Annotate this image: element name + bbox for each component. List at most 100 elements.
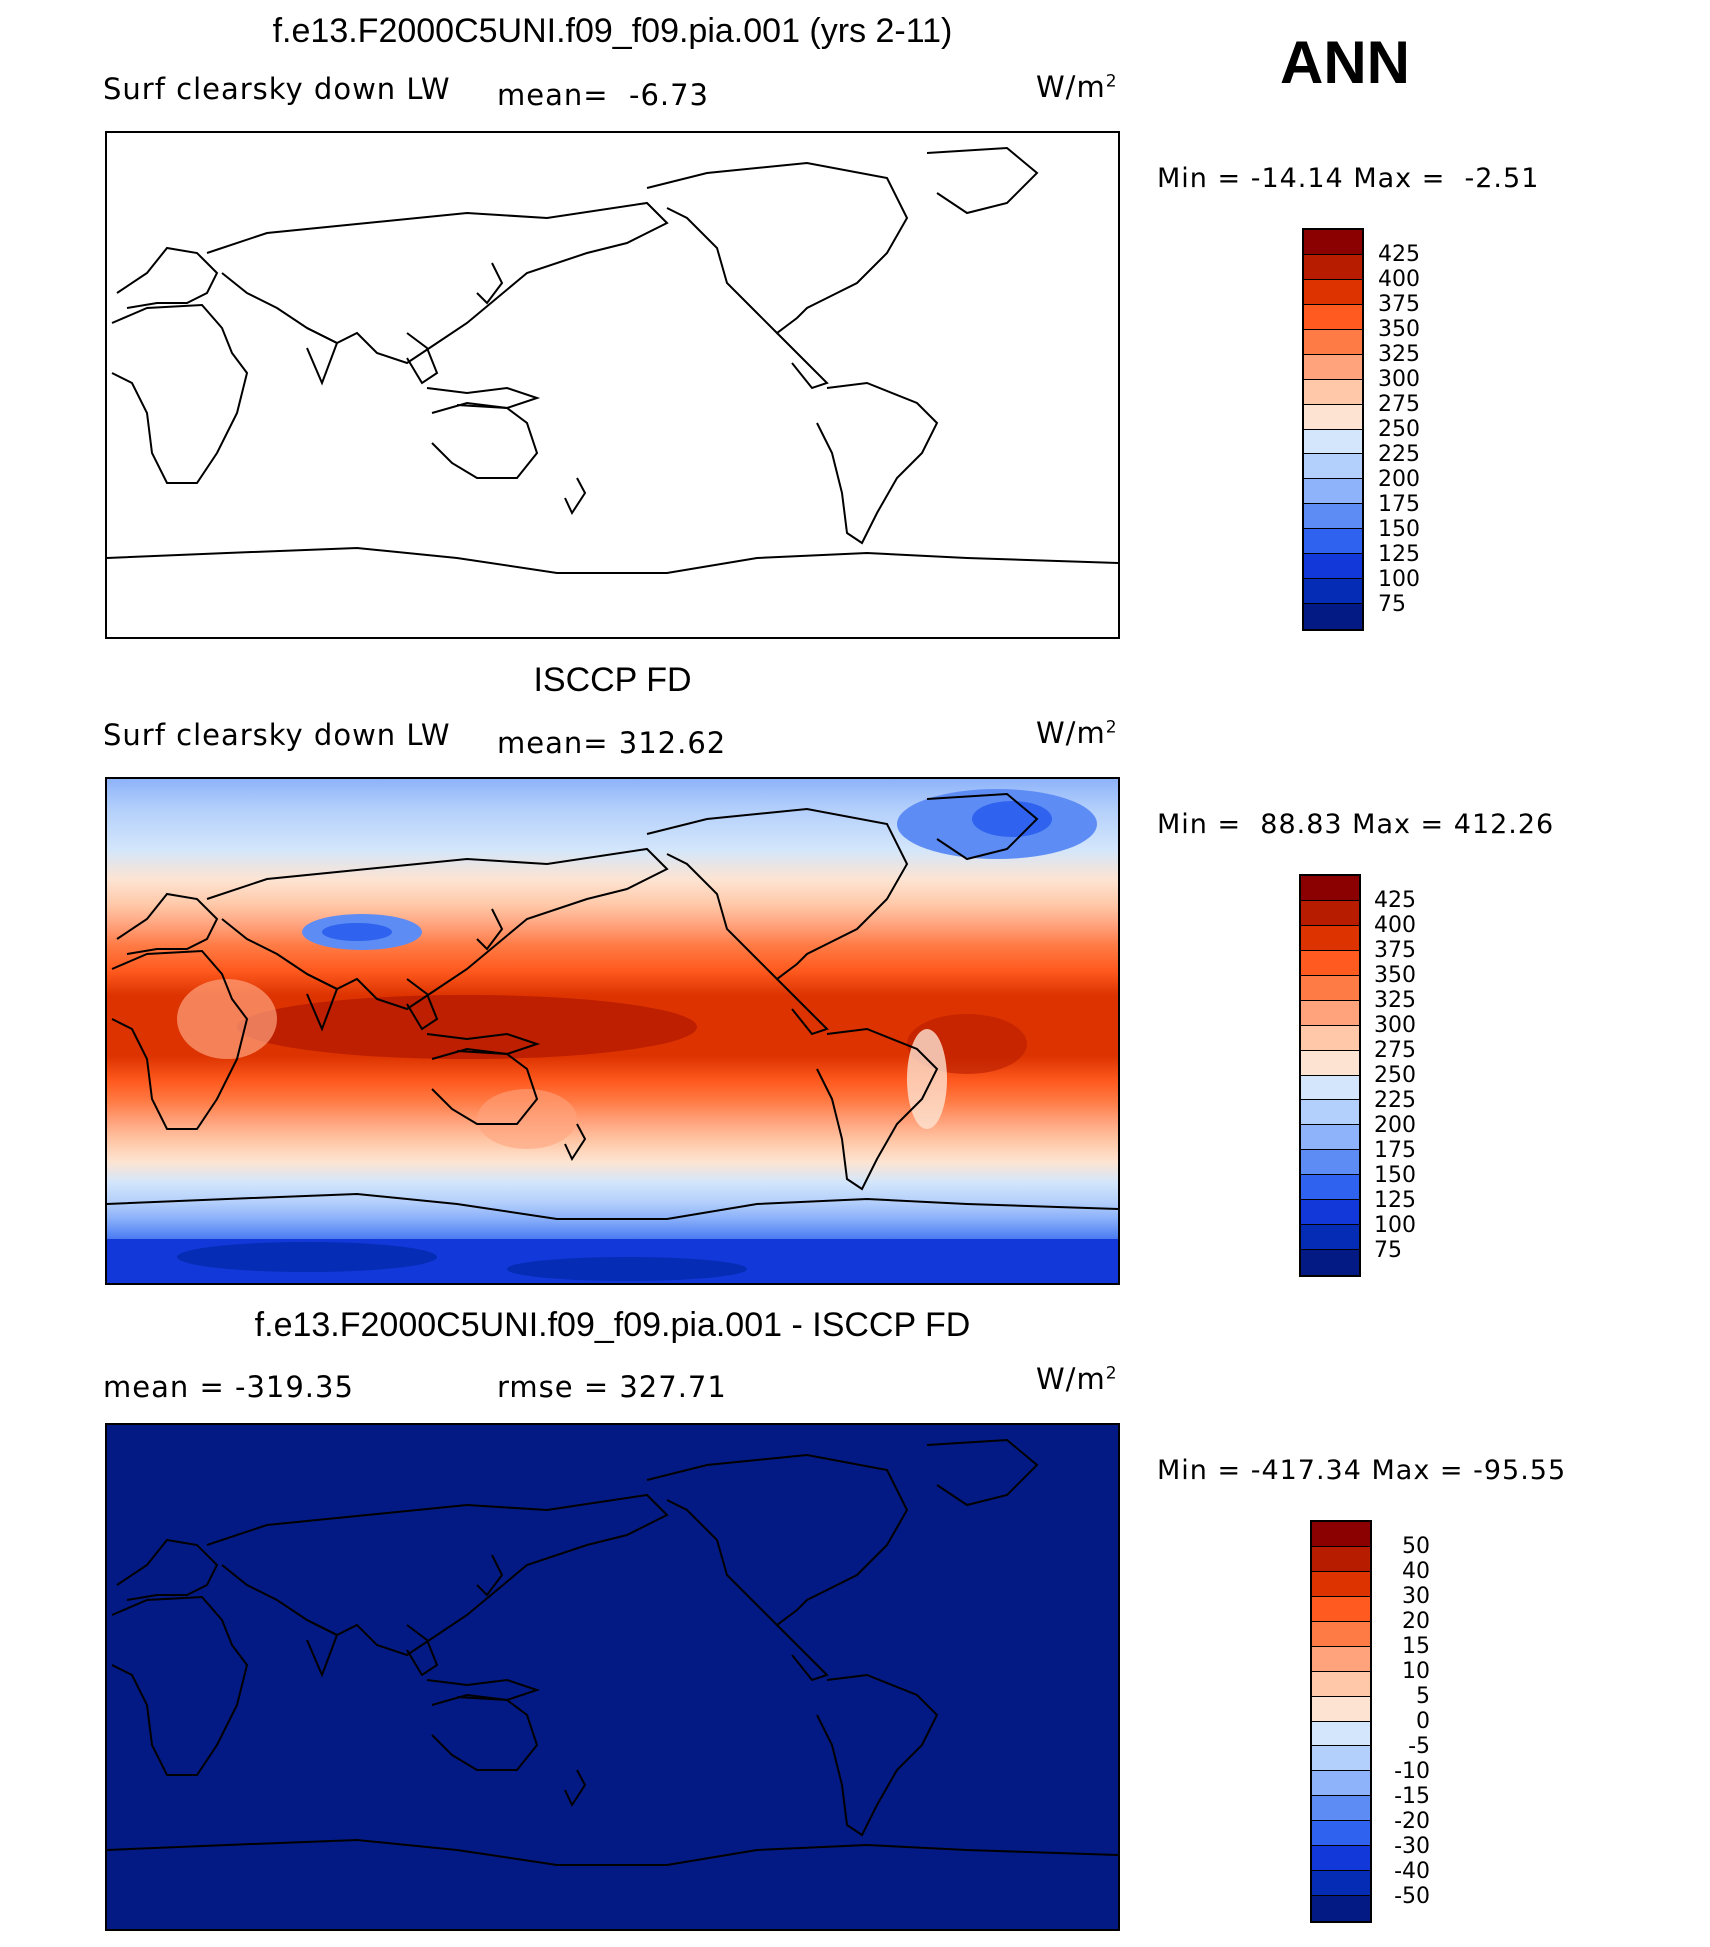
colorbar-segment	[1304, 529, 1362, 555]
coastline	[816, 1673, 939, 1837]
coastline	[406, 1624, 439, 1677]
panel1-minmax: Min = -14.14 Max = -2.51	[1157, 163, 1540, 194]
panel2-colorbar	[1299, 874, 1361, 1277]
colorbar-segment	[1312, 1596, 1370, 1622]
colorbar-segment	[1312, 1621, 1370, 1647]
colorbar-segment	[1312, 1546, 1370, 1572]
colorbar-tick-label: -10	[1394, 1759, 1430, 1784]
panel1-map-svg	[107, 133, 1118, 637]
colorbar-segment	[1312, 1771, 1370, 1797]
colorbar-segment	[1312, 1522, 1370, 1547]
colorbar-tick-label: 400	[1378, 267, 1420, 292]
panel3-rmse: rmse = 327.71	[497, 1370, 727, 1404]
colorbar-segment	[1304, 329, 1362, 355]
colorbar-tick-label: 75	[1374, 1238, 1402, 1263]
colorbar-segment	[1312, 1846, 1370, 1872]
panel2-map-svg	[107, 779, 1118, 1283]
colorbar-segment	[1304, 404, 1362, 430]
coastline	[116, 246, 219, 309]
panel2-mean: mean= 312.62	[497, 726, 727, 760]
colorbar-segment	[1304, 230, 1362, 255]
colorbar-segment	[1301, 1225, 1359, 1251]
colorbar-segment	[1301, 1100, 1359, 1126]
coastline	[476, 1554, 504, 1597]
colorbar-segment	[1312, 1796, 1370, 1822]
colorbar-segment	[1312, 1746, 1370, 1772]
colorbar-segment	[1301, 1175, 1359, 1201]
coastline	[111, 303, 249, 484]
colorbar-segment	[1304, 254, 1362, 280]
panel1-units: W/m2	[1036, 70, 1118, 104]
colorbar-segment	[1304, 504, 1362, 530]
colorbar-tick-label: 300	[1378, 367, 1420, 392]
colorbar-tick-label: -5	[1408, 1734, 1430, 1759]
coastline	[816, 381, 939, 545]
panel2-title: ISCCP FD	[533, 661, 692, 699]
colorbar-tick-label: 100	[1378, 567, 1420, 592]
colorbar-segment	[1312, 1821, 1370, 1847]
colorbar-tick-label: 300	[1374, 1013, 1416, 1038]
colorbar-segment	[1301, 975, 1359, 1001]
colorbar-segment	[1301, 876, 1359, 901]
colorbar-tick-label: 425	[1374, 888, 1416, 913]
coastline	[306, 973, 339, 1032]
panel3-colorbar	[1310, 1520, 1372, 1923]
coastline	[776, 332, 829, 390]
colorbar-tick-label: 375	[1374, 938, 1416, 963]
colorbar-tick-label: -15	[1394, 1784, 1430, 1809]
colorbar-segment	[1304, 479, 1362, 505]
panel1-map	[105, 131, 1120, 639]
coastline	[564, 1123, 587, 1162]
colorbar-tick-label: 175	[1378, 492, 1420, 517]
coastline	[926, 146, 1039, 215]
coastline	[431, 1047, 539, 1125]
colorbar-tick-label: 40	[1402, 1559, 1430, 1584]
colorbar-tick-label: 350	[1378, 317, 1420, 342]
coastline	[111, 949, 249, 1130]
panel3-mean: mean = -319.35	[103, 1370, 354, 1404]
coastline	[646, 1453, 909, 1627]
coastline	[406, 978, 439, 1031]
colorbar-tick-label: 125	[1374, 1188, 1416, 1213]
colorbar-tick-label: 200	[1378, 467, 1420, 492]
colorbar-tick-label: 325	[1374, 988, 1416, 1013]
coastline	[107, 546, 1118, 574]
colorbar-tick-label: 125	[1378, 542, 1420, 567]
coastline	[107, 1838, 1118, 1866]
colorbar-segment	[1301, 1150, 1359, 1176]
colorbar-segment	[1304, 579, 1362, 605]
panel1-colorbar-ticks: 425 400 375 350 325 300 275 250 225 200 175 150 125 1…	[1378, 242, 1420, 617]
colorbar-tick-label: 75	[1378, 592, 1406, 617]
panel2-map	[105, 777, 1120, 1285]
colorbar-segment	[1304, 554, 1362, 580]
panel2-units: W/m2	[1036, 716, 1118, 750]
colorbar-tick-label: 20	[1402, 1609, 1430, 1634]
coastline	[116, 1538, 219, 1601]
coastline	[431, 401, 539, 479]
colorbar-segment	[1304, 304, 1362, 330]
panel1-colorbar	[1302, 228, 1364, 631]
panel1-mean: mean= -6.73	[497, 78, 710, 112]
panel3-map-svg	[107, 1425, 1118, 1929]
colorbar-tick-label: -30	[1394, 1834, 1430, 1859]
colorbar-segment	[1301, 1200, 1359, 1226]
colorbar-segment	[1301, 900, 1359, 926]
colorbar-tick-label: 15	[1402, 1634, 1430, 1659]
panel3-title: f.e13.F2000C5UNI.f09_f09.pia.001 - ISCCP…	[254, 1306, 971, 1344]
coastline	[926, 1438, 1039, 1507]
colorbar-tick-label: -40	[1394, 1859, 1430, 1884]
colorbar-tick-label: 100	[1374, 1213, 1416, 1238]
panel2-minmax: Min = 88.83 Max = 412.26	[1157, 809, 1555, 840]
colorbar-segment	[1304, 604, 1362, 629]
coastline	[926, 792, 1039, 861]
colorbar-segment	[1312, 1871, 1370, 1897]
coastline	[564, 1769, 587, 1808]
coastline	[107, 1192, 1118, 1220]
coastline	[431, 1693, 539, 1771]
colorbar-segment	[1312, 1896, 1370, 1921]
colorbar-tick-label: 50	[1402, 1534, 1430, 1559]
panel3-minmax: Min = -417.34 Max = -95.55	[1157, 1455, 1567, 1486]
coastline	[646, 807, 909, 981]
colorbar-tick-label: 150	[1378, 517, 1420, 542]
colorbar-segment	[1301, 1050, 1359, 1076]
